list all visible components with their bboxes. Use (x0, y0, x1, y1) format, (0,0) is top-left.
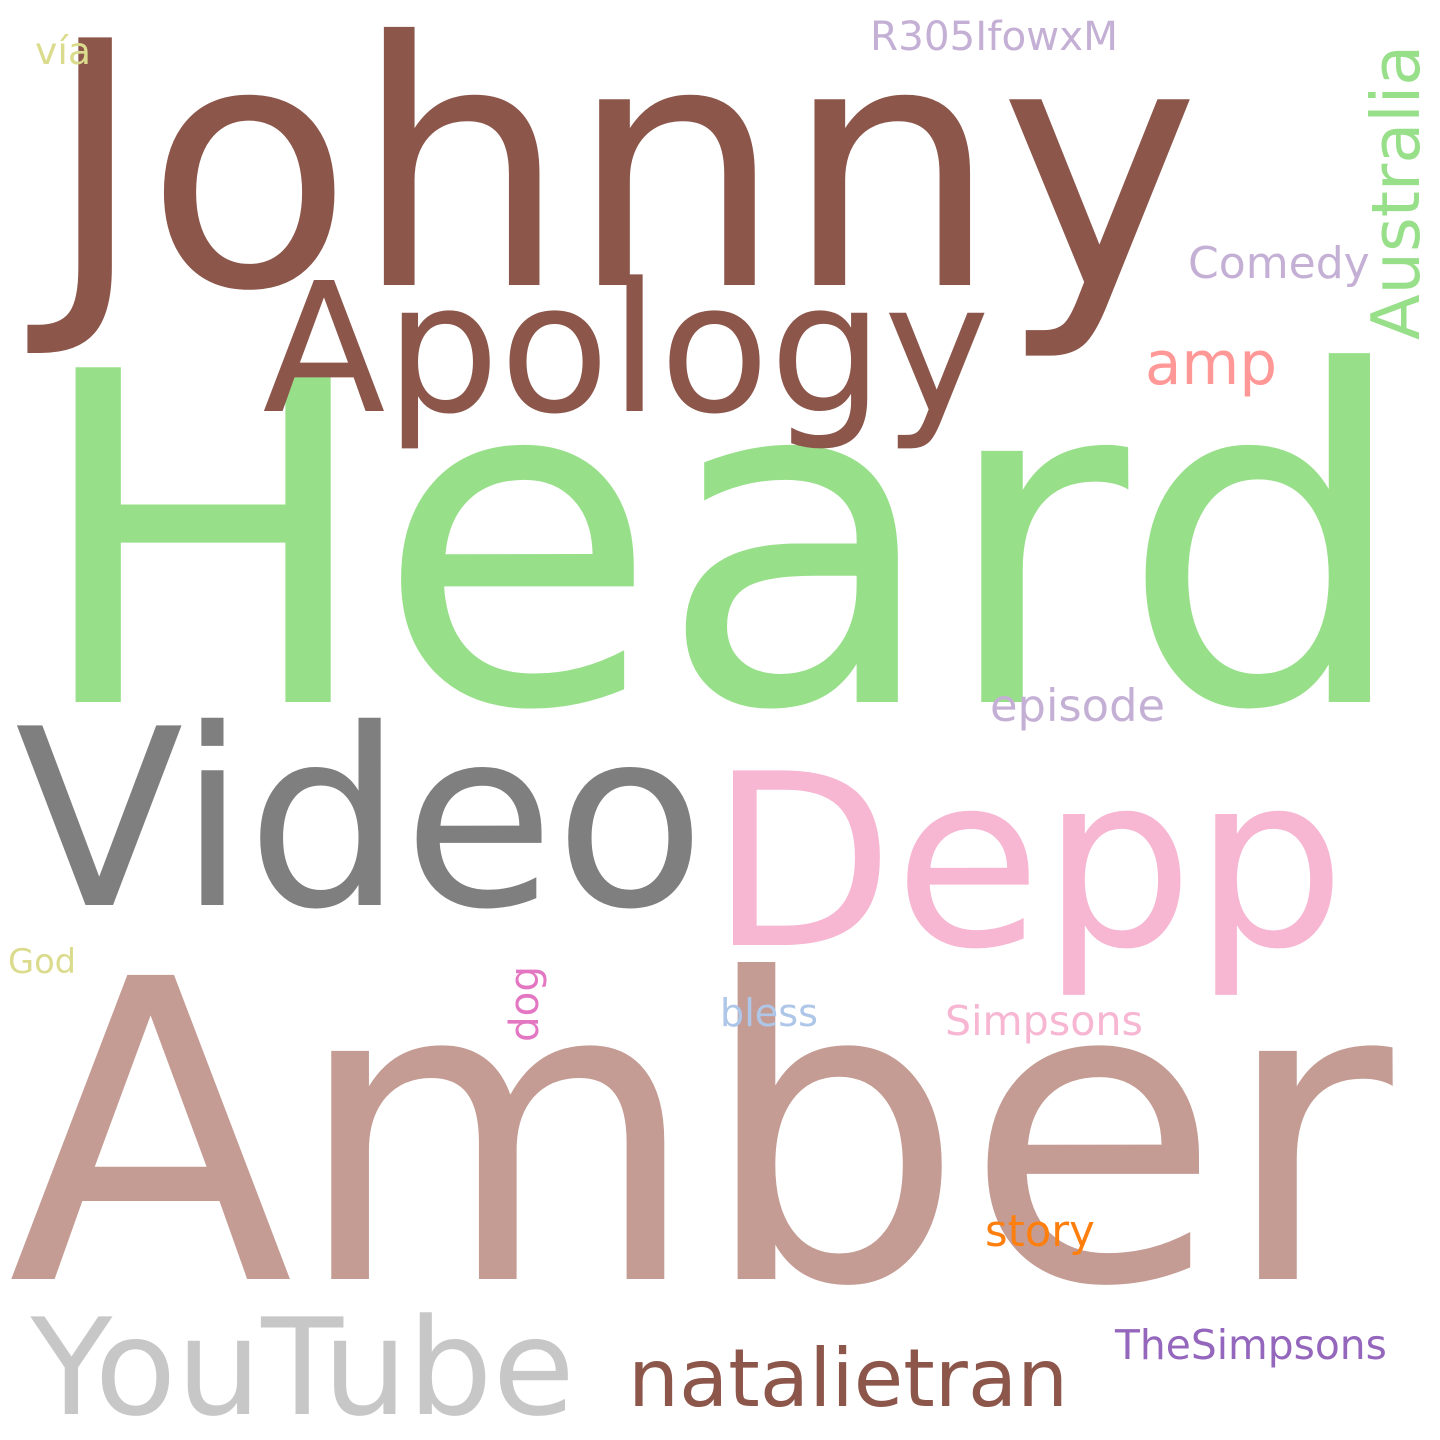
word-dog: dog (504, 966, 544, 1042)
word-god: God (8, 945, 76, 979)
word-story: story (985, 1211, 1095, 1254)
word-depp: Depp (710, 743, 1346, 983)
word-r305ifowxm: R305IfowxM (870, 16, 1118, 56)
word-simpsons: Simpsons (945, 1001, 1143, 1042)
word-video: Video (15, 698, 705, 944)
word-episode: episode (990, 684, 1165, 729)
word-comedy: Comedy (1188, 242, 1370, 286)
word-apology: Apology (263, 260, 990, 440)
word-thesimpsons: TheSimpsons (1115, 1325, 1387, 1366)
word-natalietran: natalietran (628, 1338, 1068, 1418)
word-youtube: YouTube (31, 1302, 575, 1436)
word-bless: bless (720, 994, 818, 1032)
word-via: vía (35, 33, 91, 71)
word-amp: amp (1145, 335, 1277, 394)
word-australia: Australia (1363, 45, 1430, 340)
